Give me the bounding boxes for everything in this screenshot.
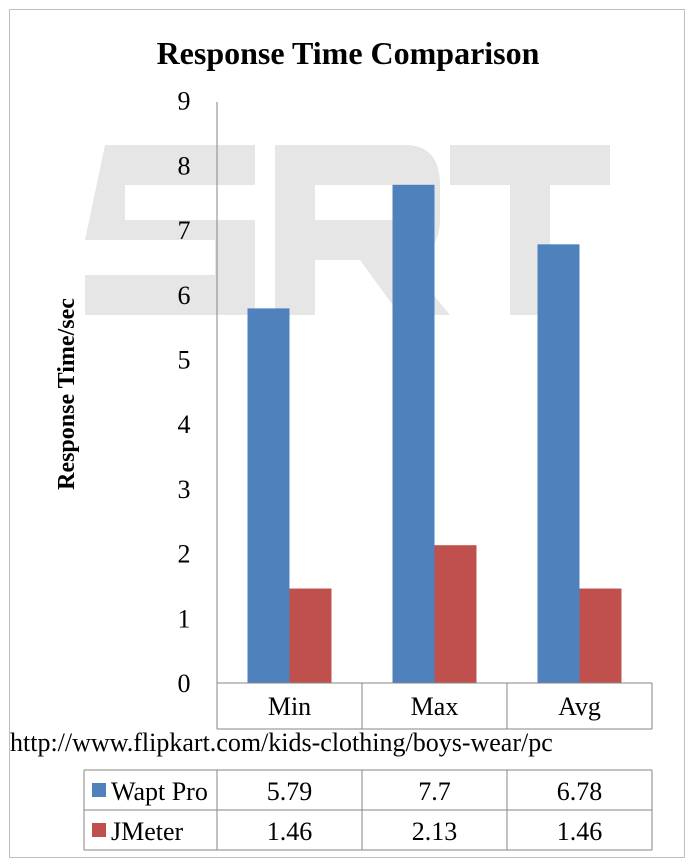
y-tick-label: 7 — [178, 216, 191, 245]
bar-jmeter-avg — [579, 588, 622, 683]
plot-area: 0 1 2 3 4 5 6 7 8 9 — [178, 87, 622, 698]
y-tick-label: 5 — [178, 346, 191, 375]
x-tick-label: Min — [268, 692, 311, 721]
bar-jmeter-min — [289, 588, 332, 683]
bar-wapt-pro-min — [247, 308, 290, 683]
legend-label: Wapt Pro — [111, 777, 208, 806]
y-tick-label: 6 — [178, 281, 191, 310]
y-tick-label: 8 — [178, 151, 191, 180]
table-cell-value: 1.46 — [267, 817, 313, 846]
y-tick-label: 3 — [178, 475, 191, 504]
y-tick-label: 2 — [178, 540, 191, 569]
data-table: Min Max Avg Wapt Pro 5.79 7.7 6.78 JMeter 1.46 2.… — [83, 682, 653, 851]
y-tick-label: 4 — [178, 410, 191, 439]
bar-chart: Response Time Comparison Response Time/s… — [10, 35, 653, 851]
legend-swatch — [92, 823, 106, 837]
x-axis-label: http://www.flipkart.com/kids-clothing/bo… — [10, 728, 553, 757]
table-cell-value: 2.13 — [412, 817, 458, 846]
x-tick-label: Avg — [558, 692, 601, 721]
chart-frame: Response Time Comparison Response Time/s… — [9, 9, 685, 858]
y-tick-label: 0 — [178, 669, 191, 698]
bar-wapt-pro-max — [392, 184, 435, 683]
table-cell-value: 1.46 — [557, 817, 603, 846]
bar-wapt-pro-avg — [537, 244, 580, 684]
legend-label: JMeter — [111, 817, 184, 846]
y-axis-label: Response Time/sec — [54, 298, 80, 490]
chart-title: Response Time Comparison — [157, 35, 540, 71]
legend-swatch — [92, 783, 106, 797]
table-cell-value: 5.79 — [267, 777, 313, 806]
y-tick-label: 9 — [178, 87, 191, 116]
table-cell-value: 7.7 — [418, 777, 451, 806]
table-cell-value: 6.78 — [557, 777, 603, 806]
y-tick-label: 1 — [178, 604, 191, 633]
bar-jmeter-max — [434, 545, 477, 683]
x-tick-label: Max — [411, 692, 459, 721]
